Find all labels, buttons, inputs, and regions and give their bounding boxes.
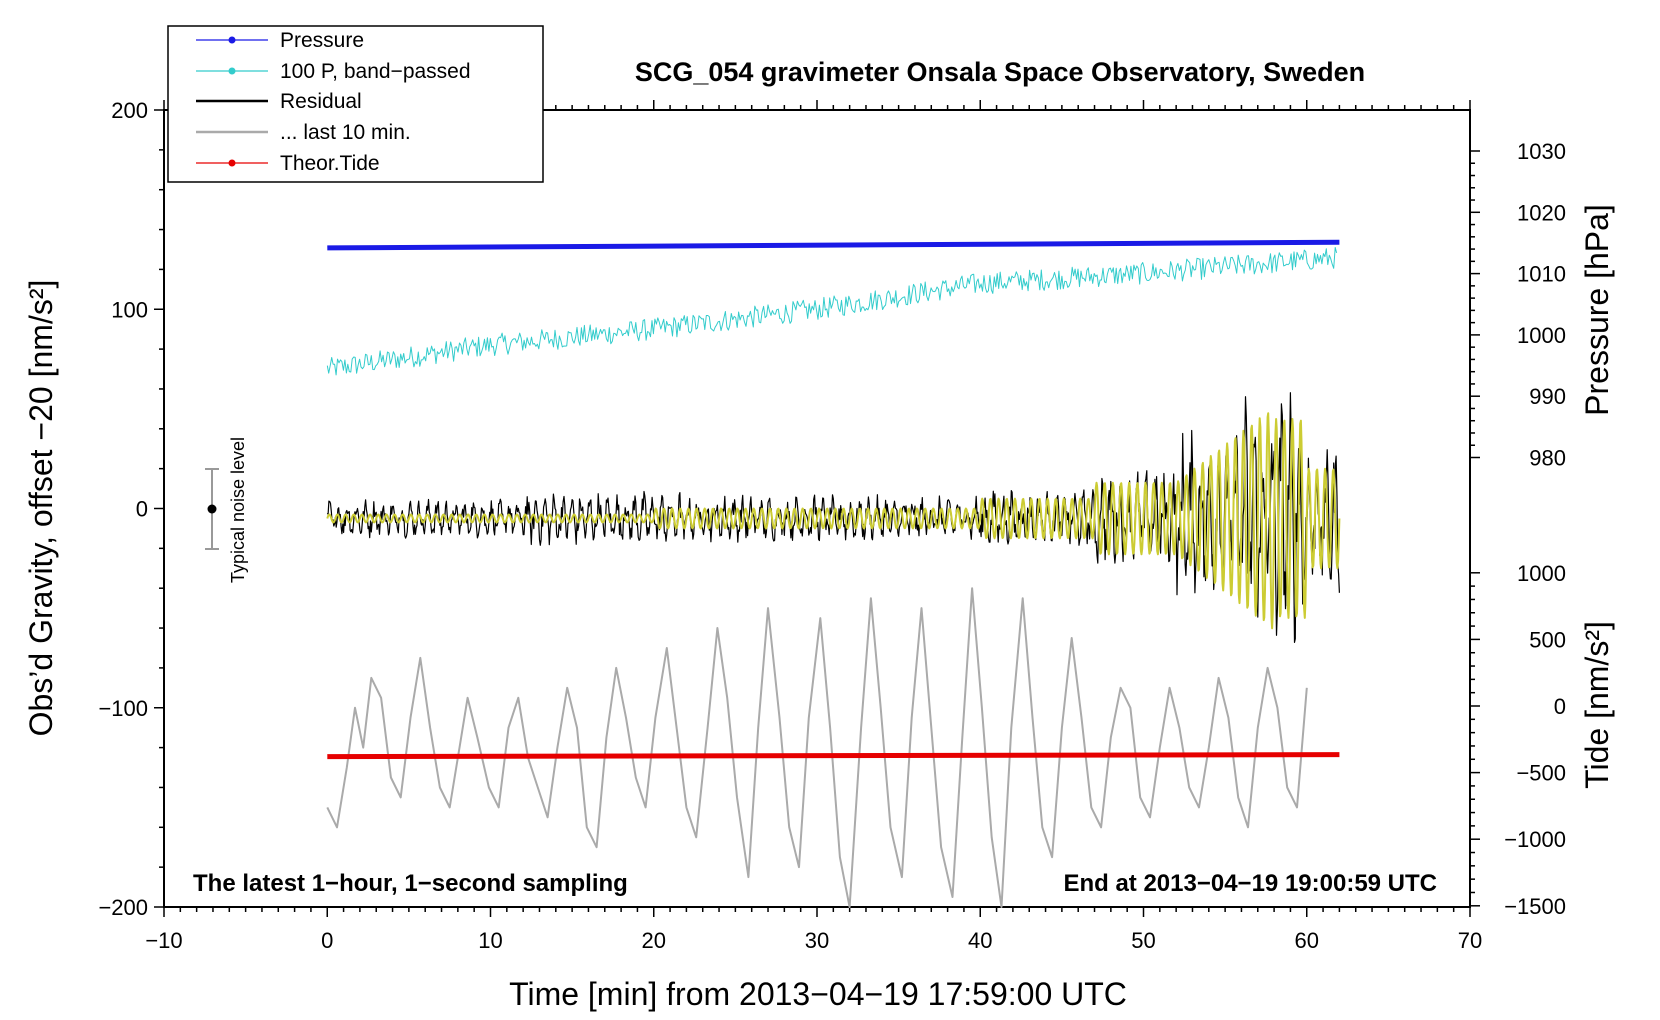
- noise-level-label: Typical noise level: [228, 437, 248, 583]
- legend-label: Theor.Tide: [280, 152, 380, 175]
- x-tick-label: 60: [1295, 928, 1319, 953]
- legend-label: 100 P, band−passed: [280, 60, 471, 83]
- x-tick-label: −10: [145, 928, 182, 953]
- legend-label: Residual: [280, 90, 362, 113]
- noise-dot: [207, 504, 217, 514]
- tide-tick-label: 1000: [1517, 561, 1566, 586]
- pressure-tick-label: 1020: [1517, 200, 1566, 225]
- y-left-tick-label: 200: [111, 98, 148, 123]
- x-tick-label: 10: [478, 928, 502, 953]
- y-left-tick-label: 0: [136, 497, 148, 522]
- pressure-tick-label: 1030: [1517, 139, 1566, 164]
- band-passed-pressure-line: [326, 247, 1338, 376]
- pressure-axis-title: Pressure [hPa]: [1579, 204, 1615, 416]
- series-layer: [326, 239, 1341, 908]
- pressure-tick-label: 990: [1529, 384, 1566, 409]
- y-left-tick-label: −200: [98, 895, 148, 920]
- legend-label: Pressure: [280, 29, 364, 52]
- tide-axis-title: Tide [nm/s²]: [1579, 621, 1615, 789]
- noise-level-marker: [205, 468, 219, 550]
- legend-box: [167, 25, 544, 183]
- tide-tick-label: 500: [1529, 627, 1566, 652]
- x-tick-label: 50: [1131, 928, 1155, 953]
- legend-marker: [228, 67, 236, 75]
- pressure-line: [327, 239, 1340, 251]
- tide-tick-label: 0: [1554, 694, 1566, 719]
- x-tick-label: 20: [642, 928, 666, 953]
- tide-tick-label: −1500: [1504, 894, 1566, 919]
- legend-marker: [228, 159, 236, 167]
- pressure-tick-label: 980: [1529, 446, 1566, 471]
- end-time-note: End at 2013−04−19 19:00:59 UTC: [1063, 870, 1437, 897]
- y-left-tick-label: −100: [98, 696, 148, 721]
- legend: Pressure 100 P, band−passed Residual ... la…: [167, 25, 544, 183]
- tide-tick-label: −1000: [1504, 827, 1566, 852]
- x-tick-label: 0: [321, 928, 333, 953]
- pressure-tick-label: 1000: [1517, 323, 1566, 348]
- last-10-min-line: [326, 587, 1308, 908]
- pressure-tick-label: 1010: [1517, 262, 1566, 287]
- x-tick-label: 70: [1458, 928, 1482, 953]
- theoretical-tide-line: [327, 752, 1340, 760]
- tide-tick-label: −500: [1516, 761, 1566, 786]
- pressure-axis: 980 990 1000 1010 1020 1030: [1470, 139, 1566, 471]
- chart-title: SCG_054 gravimeter Onsala Space Observat…: [635, 57, 1365, 87]
- x-tick-label: 40: [968, 928, 992, 953]
- x-axis-title: Time [min] from 2013−04−19 17:59:00 UTC: [509, 976, 1127, 1012]
- tide-axis: −1500 −1000 −500 0 500 1000: [1470, 561, 1566, 919]
- legend-marker: [228, 36, 236, 44]
- residual-smoothed-line: [326, 412, 1341, 630]
- x-tick-label: 30: [805, 928, 829, 953]
- sampling-note: The latest 1−hour, 1−second sampling: [193, 870, 628, 897]
- residual-line: [326, 392, 1340, 644]
- left-y-axis-title: Obs’d Gravity, offset −20 [nm/s²]: [23, 280, 59, 737]
- legend-label: ... last 10 min.: [280, 121, 411, 144]
- y-left-tick-label: 100: [111, 297, 148, 322]
- left-y-axis: −200 −100 0 100 200: [98, 98, 164, 920]
- x-axis: −10 0 10 20 30 40 50 60 70: [145, 100, 1482, 953]
